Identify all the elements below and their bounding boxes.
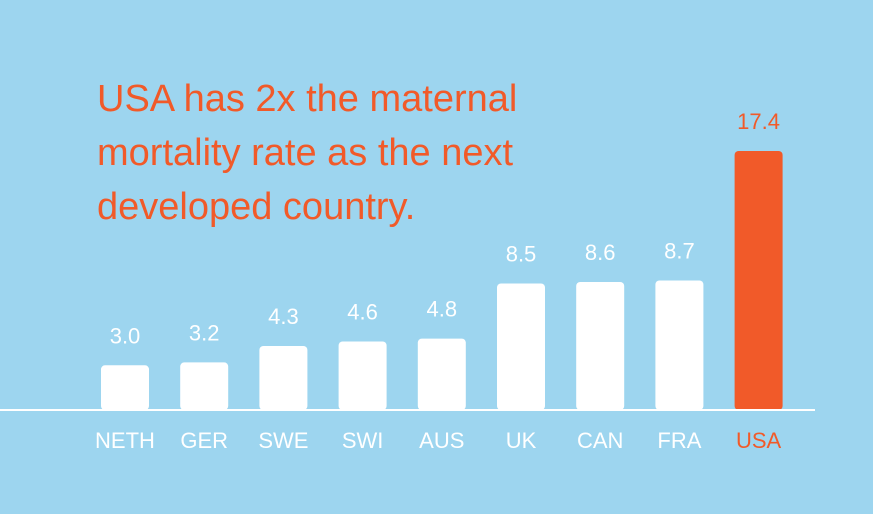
category-label-neth: NETH	[95, 428, 155, 453]
category-label-swi: SWI	[342, 428, 384, 453]
bar-ger	[180, 362, 229, 410]
category-label-can: CAN	[577, 428, 623, 453]
category-label-usa: USA	[736, 428, 782, 453]
bar-usa	[734, 151, 783, 410]
category-label-uk: UK	[506, 428, 537, 453]
bar-can	[576, 282, 625, 410]
category-label-ger: GER	[180, 428, 228, 453]
value-label-uk: 8.5	[506, 242, 537, 267]
category-labels-group: NETH GER SWE SWI AUS UK CAN FRA USA	[95, 428, 781, 453]
value-label-ger: 3.2	[189, 320, 220, 345]
bar-neth	[101, 365, 149, 410]
value-label-usa: 17.4	[737, 109, 780, 134]
bar-aus	[417, 338, 466, 410]
value-label-neth: 3.0	[110, 323, 141, 348]
bar-swe	[259, 346, 308, 410]
bars-group	[101, 151, 783, 410]
value-label-swi: 4.6	[347, 300, 378, 325]
bar-uk	[497, 283, 545, 410]
title-line-1: USA has 2x the maternal	[97, 78, 518, 120]
bar-swi	[338, 341, 387, 410]
chart-title: USA has 2x the maternal mortality rate a…	[97, 72, 657, 234]
bar-fra	[655, 280, 704, 410]
title-line-3: developed country.	[97, 186, 416, 228]
category-label-swe: SWE	[258, 428, 308, 453]
value-label-aus: 4.8	[427, 297, 458, 322]
title-line-2: mortality rate as the next	[97, 132, 514, 174]
value-labels-group: 3.0 3.2 4.3 4.6 4.8 8.5 8.6 8.7 17.4	[110, 109, 780, 348]
category-label-aus: AUS	[419, 428, 464, 453]
value-label-can: 8.6	[585, 240, 616, 265]
value-label-fra: 8.7	[664, 239, 695, 264]
value-label-swe: 4.3	[268, 304, 299, 329]
category-label-fra: FRA	[657, 428, 701, 453]
